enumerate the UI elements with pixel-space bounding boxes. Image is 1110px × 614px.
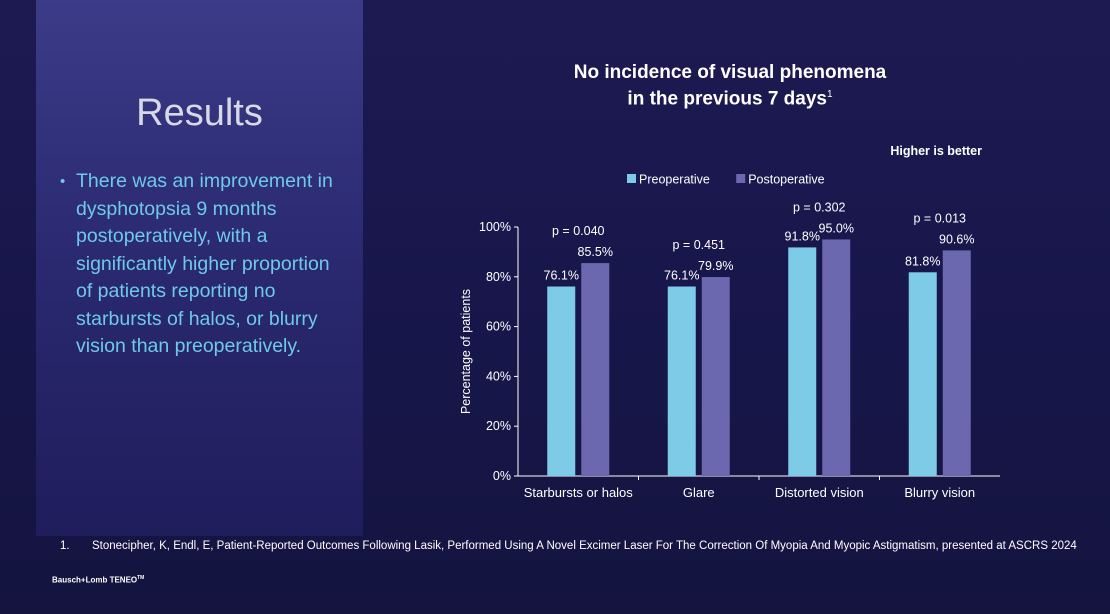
x-tick-label: Blurry vision: [904, 485, 975, 500]
x-tick-label: Starbursts or halos: [524, 485, 634, 500]
legend-label-postoperative: Postoperative: [748, 173, 824, 187]
chart-legend: Preoperative Postoperative: [627, 173, 825, 187]
p-value-label: p = 0.302: [793, 200, 846, 214]
bar-value-label: 79.9%: [698, 259, 733, 273]
bar-value-label: 90.6%: [939, 232, 974, 246]
brand-trademark: TM: [137, 575, 145, 581]
footnote: 1. Stonecipher, K, Endl, E, Patient-Repor…: [60, 540, 1077, 552]
bar-value-label: 76.1%: [544, 269, 579, 283]
chart-title-line2: in the previous 7 days1: [520, 84, 940, 110]
y-tick-label: 40%: [486, 369, 511, 383]
y-tick-label: 80%: [486, 270, 511, 284]
footnote-text: Stonecipher, K, Endl, E, Patient-Reporte…: [92, 540, 1077, 552]
y-tick-label: 0%: [493, 469, 511, 483]
bar-value-label: 81.8%: [905, 254, 940, 268]
bar-value-label: 76.1%: [664, 269, 699, 283]
chart-title: No incidence of visual phenomena in the …: [520, 62, 940, 110]
chart-title-line2-text: in the previous 7 days: [627, 88, 827, 110]
y-tick-label: 100%: [479, 220, 511, 234]
y-axis-label: Percentage of patients: [459, 289, 473, 414]
legend-swatch-postoperative: [736, 174, 746, 183]
bar-preoperative-2: [788, 247, 817, 476]
brand-name: Bausch+Lomb TENEO: [52, 575, 138, 585]
bar-preoperative-1: [667, 286, 696, 476]
x-tick-label: Glare: [683, 485, 715, 500]
bar-value-label: 85.5%: [578, 245, 613, 259]
bar-postoperative-1: [701, 277, 730, 476]
bullet-text: There was an improvement in dysphotopsia…: [76, 170, 333, 357]
bar-preoperative-3: [908, 272, 937, 476]
y-tick-label: 20%: [486, 419, 511, 433]
bullet-dot-icon: •: [60, 173, 66, 190]
chart-title-reference: 1: [827, 89, 833, 100]
bullet-point: • There was an improvement in dysphotops…: [60, 168, 350, 361]
bar-postoperative-0: [581, 263, 610, 476]
x-tick-label: Distorted vision: [775, 485, 864, 500]
higher-is-better-note: Higher is better: [890, 144, 982, 158]
bar-postoperative-3: [942, 250, 971, 476]
y-tick-label: 60%: [486, 320, 511, 334]
results-title: Results: [136, 92, 263, 134]
p-value-label: p = 0.040: [552, 224, 605, 238]
legend-swatch-preoperative: [627, 174, 636, 183]
p-value-label: p = 0.013: [914, 211, 967, 225]
brand-logo: Bausch+Lomb TENEOTM: [52, 575, 144, 585]
p-value-label: p = 0.451: [673, 238, 726, 252]
bar-value-label: 91.8%: [785, 229, 820, 243]
footnote-number: 1.: [60, 540, 70, 552]
chart-title-line1: No incidence of visual phenomena: [573, 62, 887, 83]
bar-postoperative-2: [822, 239, 851, 476]
legend-label-preoperative: Preoperative: [639, 173, 710, 187]
bar-value-label: 95.0%: [819, 221, 854, 235]
left-panel: Results • There was an improvement in dy…: [36, 0, 363, 536]
bar-preoperative-0: [547, 286, 576, 476]
